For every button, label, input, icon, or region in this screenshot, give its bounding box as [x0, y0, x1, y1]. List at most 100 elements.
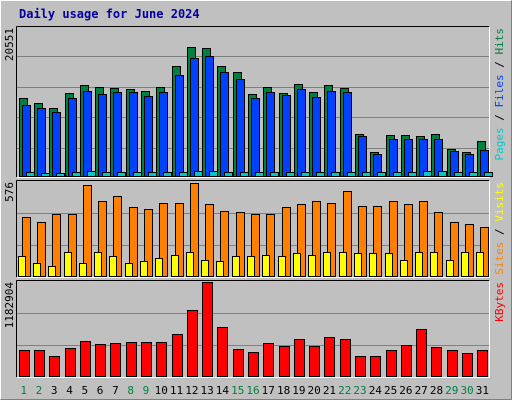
bar-files-day-6 [98, 94, 107, 177]
bar-visits-day-26 [404, 204, 413, 277]
bar-pages-day-24 [377, 172, 386, 177]
bar-sites-day-11 [171, 255, 179, 277]
legend-separator: / [493, 222, 506, 242]
bar-pages-day-4 [72, 172, 81, 177]
bar-visits-day-25 [389, 201, 398, 277]
x-tick-label-day-23: 23 [353, 384, 366, 397]
bar-files-day-9 [144, 96, 153, 177]
bar-pages-day-6 [102, 172, 111, 177]
bar-pages-day-28 [438, 171, 447, 177]
x-tick-label-day-2: 2 [36, 384, 43, 397]
legend-files: Files [493, 74, 506, 107]
bar-sites-day-3 [48, 266, 56, 277]
bar-pages-day-18 [286, 172, 295, 177]
bar-sites-day-23 [354, 253, 362, 277]
bar-sites-day-22 [339, 252, 347, 277]
bar-files-day-3 [52, 112, 61, 177]
x-tick-label-day-7: 7 [112, 384, 119, 397]
bar-visits-day-16 [251, 214, 260, 277]
bar-pages-day-17 [270, 172, 279, 177]
bar-files-day-10 [159, 92, 168, 177]
bar-files-day-23 [358, 136, 367, 177]
bar-files-day-18 [282, 95, 291, 177]
bar-files-day-17 [266, 92, 275, 177]
bar-pages-day-1 [26, 172, 35, 177]
bar-sites-day-21 [323, 252, 331, 277]
x-tick-label-day-16: 16 [246, 384, 259, 397]
bar-kbytes-day-25 [386, 350, 397, 377]
bar-sites-day-9 [140, 261, 148, 277]
x-tick-label-day-12: 12 [185, 384, 198, 397]
bar-sites-day-29 [446, 260, 454, 277]
bar-files-day-26 [404, 139, 413, 177]
bar-visits-day-12 [190, 183, 199, 277]
bar-files-day-2 [37, 108, 46, 177]
bar-sites-day-19 [293, 253, 301, 277]
bar-kbytes-day-7 [110, 343, 121, 377]
bar-kbytes-day-20 [309, 346, 320, 377]
x-tick-label-day-8: 8 [127, 384, 134, 397]
bar-sites-day-12 [186, 252, 194, 277]
bar-sites-day-27 [415, 252, 423, 277]
bar-sites-day-20 [308, 255, 316, 277]
bar-sites-day-4 [64, 252, 72, 277]
bar-kbytes-day-9 [141, 342, 152, 377]
bar-visits-day-13 [205, 204, 214, 277]
bar-pages-day-10 [163, 172, 172, 177]
bar-kbytes-day-6 [95, 344, 106, 377]
x-tick-label-day-6: 6 [97, 384, 104, 397]
legend-hits: Hits [493, 28, 506, 55]
bar-pages-day-13 [209, 171, 218, 177]
bar-kbytes-day-30 [462, 353, 473, 377]
bar-sites-day-24 [369, 253, 377, 277]
bar-pages-day-2 [41, 173, 50, 177]
bar-pages-day-23 [362, 172, 371, 177]
bar-pages-day-25 [393, 172, 402, 177]
bar-kbytes-day-8 [126, 342, 137, 377]
bar-pages-day-19 [301, 172, 310, 177]
bar-sites-day-26 [400, 260, 408, 277]
bar-sites-day-28 [430, 252, 438, 277]
x-tick-label-day-22: 22 [338, 384, 351, 397]
legend-separator: / [493, 55, 506, 75]
bar-visits-day-15 [236, 212, 245, 277]
x-tick-label-day-4: 4 [66, 384, 73, 397]
bar-kbytes-day-17 [263, 343, 274, 377]
bar-files-day-14 [220, 72, 229, 177]
bar-visits-day-20 [312, 201, 321, 277]
bar-sites-day-2 [33, 263, 41, 277]
bar-kbytes-day-18 [279, 346, 290, 377]
bar-sites-day-17 [262, 255, 270, 277]
bar-visits-day-17 [266, 214, 275, 277]
bar-pages-day-9 [148, 172, 157, 177]
bar-pages-day-31 [484, 172, 493, 177]
panel-kbytes-legend: KBytes [493, 282, 506, 322]
x-tick-label-day-26: 26 [399, 384, 412, 397]
bar-visits-day-2 [37, 222, 46, 277]
x-tick-label-day-30: 30 [460, 384, 473, 397]
panel-visits_sites-ymax-label: 576 [3, 182, 16, 202]
x-tick-label-day-28: 28 [430, 384, 443, 397]
x-tick-label-day-20: 20 [308, 384, 321, 397]
bar-visits-day-5 [83, 185, 92, 277]
bar-files-day-21 [327, 91, 336, 177]
bar-files-day-19 [297, 89, 306, 177]
bar-files-day-20 [312, 97, 321, 177]
x-tick-label-day-10: 10 [155, 384, 168, 397]
bar-visits-day-29 [450, 222, 459, 277]
bar-kbytes-day-4 [65, 348, 76, 377]
bar-visits-day-22 [343, 191, 352, 277]
panel-hits_files_pages-ymax-label: 20551 [3, 28, 16, 61]
bar-pages-day-26 [408, 172, 417, 177]
bar-sites-day-5 [79, 263, 87, 277]
x-tick-label-day-13: 13 [201, 384, 214, 397]
bar-sites-day-25 [385, 253, 393, 277]
x-tick-label-day-17: 17 [262, 384, 275, 397]
bar-pages-day-7 [117, 172, 126, 177]
bar-kbytes-day-22 [340, 339, 351, 377]
bar-pages-day-29 [454, 172, 463, 177]
bar-kbytes-day-1 [19, 350, 30, 377]
bar-kbytes-day-19 [294, 339, 305, 377]
bar-files-day-22 [343, 92, 352, 177]
